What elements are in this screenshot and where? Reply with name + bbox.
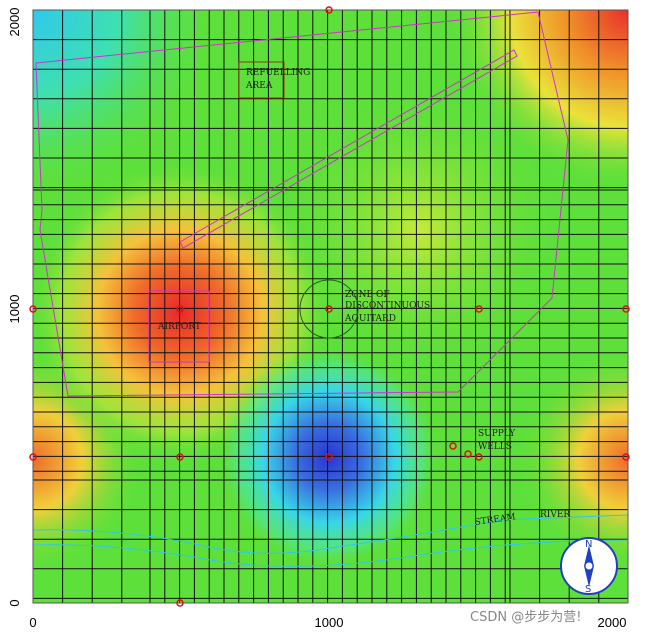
- well: [176, 453, 184, 461]
- runway: [179, 49, 518, 249]
- supply-wells-label: SUPPLY WELLS: [478, 429, 516, 452]
- y-tick-label: 2000: [7, 8, 22, 37]
- well: [622, 305, 630, 313]
- x-tick-label: 0: [29, 615, 36, 630]
- model-grid: [33, 10, 628, 603]
- watermark: CSDN @步步为营!: [470, 610, 581, 625]
- aquitard-zone: [299, 279, 359, 339]
- well: [449, 442, 457, 450]
- y-tick-label: 1000: [7, 295, 22, 324]
- well: [325, 453, 333, 461]
- model-boundary: [35, 11, 569, 397]
- refuelling-area-box: [238, 61, 285, 99]
- wells: [29, 6, 630, 607]
- compass: N S: [560, 537, 618, 595]
- well: [176, 305, 184, 313]
- stream-line: [33, 514, 628, 554]
- refuelling-label: REFUELLING AREA: [245, 68, 310, 91]
- well: [622, 453, 630, 461]
- well: [464, 450, 472, 458]
- well: [475, 305, 483, 313]
- compass-north: N: [585, 539, 592, 550]
- airport-box: [148, 290, 210, 363]
- aquitard-label: ZONE OF DISCONTINUOUS AQUITARD: [344, 290, 430, 324]
- airport-label: AIRPORT: [157, 322, 201, 332]
- river-line: [33, 539, 628, 567]
- well: [176, 599, 184, 607]
- river-label: RIVER: [540, 510, 570, 520]
- compass-hub: [584, 561, 594, 571]
- x-tick-label: 2000: [598, 615, 627, 630]
- well: [29, 305, 37, 313]
- well: [29, 453, 37, 461]
- well: [475, 453, 483, 461]
- y-tick-label: 0: [7, 599, 22, 606]
- well: [325, 305, 333, 313]
- compass-south: S: [585, 584, 591, 595]
- x-tick-label: 1000: [315, 615, 344, 630]
- well: [325, 6, 333, 14]
